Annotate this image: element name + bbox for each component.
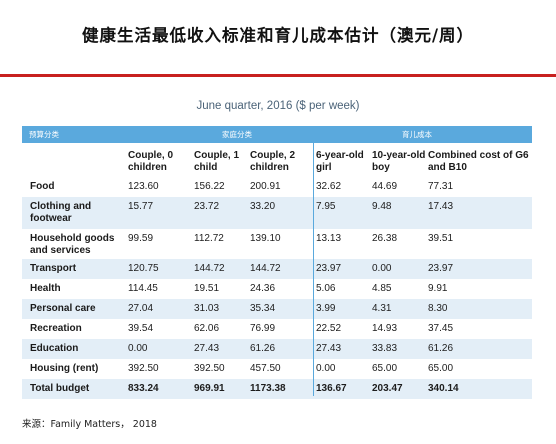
table-cell: 15.77	[128, 201, 154, 212]
table-cell: 4.85	[372, 283, 392, 294]
table-cell: 27.04	[128, 303, 154, 314]
table-cell: 19.51	[194, 283, 220, 294]
table-subtitle: June quarter, 2016 ($ per week)	[196, 100, 360, 112]
table-cell: 8.30	[428, 303, 448, 314]
table-cell: 35.34	[250, 303, 276, 314]
table-cell: 156.22	[194, 181, 225, 192]
table-row: Health 114.45 19.51 24.36 5.06 4.85 9.91	[22, 279, 532, 299]
title-rule	[0, 74, 556, 77]
band-label-child-cost: 育儿成本	[402, 130, 432, 139]
table-cell: 31.03	[194, 303, 220, 314]
table-cell: 22.52	[316, 323, 342, 334]
table-cell: 24.36	[250, 283, 276, 294]
table-cell: 4.31	[372, 303, 392, 314]
table-cell: 62.06	[194, 323, 220, 334]
table-cell: 144.72	[194, 263, 225, 274]
row-label: Total budget	[30, 383, 90, 394]
table-cell: 139.10	[250, 233, 281, 244]
table-cell: 833.24	[128, 383, 159, 394]
column-header: 6-year-old girl	[316, 150, 364, 173]
table-cell: 392.50	[128, 363, 159, 374]
total-row: Total budget 833.24 969.91 1173.38 136.67 203…	[22, 379, 532, 399]
row-label: Education	[30, 343, 79, 354]
table-cell: 39.51	[428, 233, 454, 244]
row-label: Housing (rent)	[30, 363, 99, 374]
column-header: Combined cost of G6 and B10	[428, 150, 529, 173]
row-label: Personal care	[30, 303, 96, 314]
band-label-category: 预算分类	[29, 130, 59, 139]
table-header-band: 预算分类 家庭分类 育儿成本	[22, 126, 532, 143]
table-cell: 5.06	[316, 283, 336, 294]
table-cell: 23.97	[316, 263, 342, 274]
table-cell: 61.26	[250, 343, 276, 354]
row-label: Recreation	[30, 323, 82, 334]
row-label: Clothing and footwear	[30, 201, 92, 224]
column-header: Couple, 0 children	[128, 150, 174, 173]
table-header-row: Couple, 0 children Couple, 1 child Couple,…	[22, 147, 532, 177]
row-label: Transport	[30, 263, 77, 274]
table-cell: 37.45	[428, 323, 454, 334]
column-header: 10-year-old boy	[372, 150, 426, 173]
table-row: Personal care 27.04 31.03 35.34 3.99 4.31 8.30	[22, 299, 532, 319]
table-row: Recreation 39.54 62.06 76.99 22.52 14.93 37.45	[22, 319, 532, 339]
table-cell: 17.43	[428, 201, 454, 212]
page-title: 健康生活最低收入标准和育儿成本估计（澳元/周）	[81, 26, 475, 45]
table-row: Household goods and services 99.59 112.72 1…	[22, 229, 532, 259]
table-cell: 27.43	[194, 343, 220, 354]
table-row: Food 123.60 156.22 200.91 32.62 44.69 77.31	[22, 177, 532, 197]
table-cell: 65.00	[428, 363, 454, 374]
table-cell: 969.91	[194, 383, 225, 394]
table-cell: 13.13	[316, 233, 342, 244]
table-cell: 33.20	[250, 201, 276, 212]
table-cell: 14.93	[372, 323, 398, 334]
table-row: Housing (rent) 392.50 392.50 457.50 0.00 65.0…	[22, 359, 532, 379]
table-cell: 76.99	[250, 323, 276, 334]
table-cell: 3.99	[316, 303, 336, 314]
table-cell: 61.26	[428, 343, 454, 354]
table-cell: 99.59	[128, 233, 154, 244]
table-cell: 39.54	[128, 323, 154, 334]
table-cell: 44.69	[372, 181, 398, 192]
table-cell: 1173.38	[250, 383, 286, 394]
table-cell: 33.83	[372, 343, 398, 354]
table-cell: 23.97	[428, 263, 454, 274]
table-cell: 200.91	[250, 181, 281, 192]
row-label: Health	[30, 283, 61, 294]
table-cell: 123.60	[128, 181, 159, 192]
table-cell: 26.38	[372, 233, 398, 244]
band-label-household: 家庭分类	[222, 130, 252, 139]
table-row: Transport 120.75 144.72 144.72 23.97 0.00 23.9…	[22, 259, 532, 279]
table-cell: 0.00	[372, 263, 392, 274]
table-cell: 23.72	[194, 201, 220, 212]
column-divider	[313, 126, 314, 396]
table-cell: 27.43	[316, 343, 342, 354]
table-cell: 77.31	[428, 181, 454, 192]
table-cell: 457.50	[250, 363, 281, 374]
table-cell: 392.50	[194, 363, 225, 374]
table-cell: 32.62	[316, 181, 342, 192]
table-cell: 340.14	[428, 383, 459, 394]
column-header: Couple, 1 child	[194, 150, 240, 173]
table-row: Clothing and footwear 15.77 23.72 33.20 7.95…	[22, 197, 532, 229]
table-cell: 136.67	[316, 383, 347, 394]
table-cell: 0.00	[128, 343, 148, 354]
table-cell: 9.48	[372, 201, 392, 212]
table-cell: 203.47	[372, 383, 403, 394]
table-cell: 144.72	[250, 263, 281, 274]
source-note: 来源：Family Matters， 2018	[22, 419, 157, 430]
table-cell: 112.72	[194, 233, 224, 244]
table-cell: 9.91	[428, 283, 448, 294]
table-cell: 7.95	[316, 201, 336, 212]
row-label: Household goods and services	[30, 233, 115, 256]
table-cell: 114.45	[128, 283, 158, 294]
table-cell: 120.75	[128, 263, 159, 274]
table-row: Education 0.00 27.43 61.26 27.43 33.83 61.26	[22, 339, 532, 359]
row-label: Food	[30, 181, 55, 192]
column-header: Couple, 2 children	[250, 150, 296, 173]
table-cell: 0.00	[316, 363, 336, 374]
table-cell: 65.00	[372, 363, 398, 374]
